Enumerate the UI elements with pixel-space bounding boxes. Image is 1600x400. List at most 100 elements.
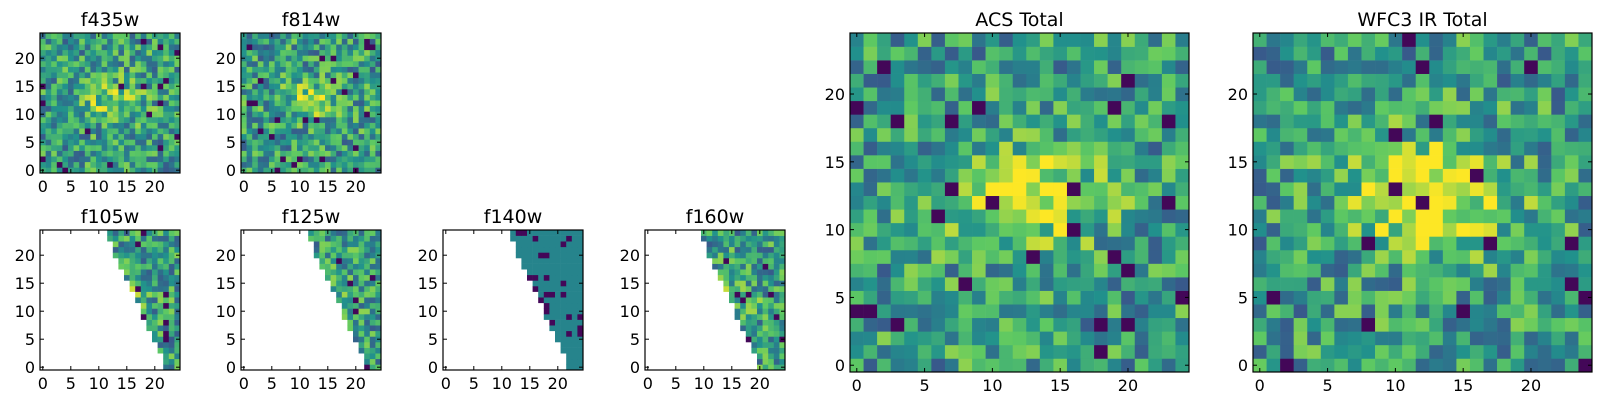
heatmap-cell xyxy=(904,195,919,210)
heatmap-cell xyxy=(734,246,741,253)
heatmap-cell xyxy=(163,263,170,270)
heatmap-cell xyxy=(118,258,125,264)
heatmap-cell xyxy=(1510,33,1525,47)
heatmap-cell xyxy=(347,33,354,39)
heatmap-cell xyxy=(174,89,181,95)
heatmap-cell xyxy=(958,209,973,224)
heatmap-cell xyxy=(1012,277,1027,291)
heatmap-cell xyxy=(734,286,741,292)
heatmap-cell xyxy=(129,246,136,253)
heatmap-cell xyxy=(152,117,158,123)
heatmap-cell xyxy=(325,252,331,259)
x-tick-label: 15 xyxy=(117,177,137,196)
heatmap-cell xyxy=(1253,46,1267,61)
heatmap-cell xyxy=(527,258,533,264)
heatmap-cell xyxy=(745,291,752,298)
heatmap-cell xyxy=(330,230,337,236)
heatmap-cell xyxy=(174,72,181,79)
heatmap-cell xyxy=(706,252,713,259)
heatmap-cell xyxy=(985,195,1000,210)
heatmap-cell xyxy=(163,319,170,326)
heatmap-cell xyxy=(375,241,382,248)
heatmap-cell xyxy=(566,258,573,264)
heatmap-cell xyxy=(246,122,253,129)
heatmap-cell xyxy=(1510,304,1525,319)
heatmap-cell xyxy=(1537,100,1552,115)
heatmap-cell xyxy=(375,297,382,304)
heatmap-cell xyxy=(566,297,573,304)
heatmap-cell xyxy=(543,291,550,298)
heatmap-cell xyxy=(863,222,878,237)
heatmap-cell xyxy=(1361,73,1376,88)
heatmap-cell xyxy=(850,168,864,183)
heatmap-cell xyxy=(375,44,382,51)
heatmap-cell xyxy=(62,156,69,163)
heatmap-cell xyxy=(1334,127,1349,142)
heatmap-cell xyxy=(112,49,119,56)
heatmap-cell xyxy=(152,139,158,146)
heatmap-cell xyxy=(263,139,270,146)
heatmap-cell xyxy=(1161,331,1176,346)
heatmap-cell xyxy=(375,353,382,360)
heatmap-cell xyxy=(140,66,147,73)
heatmap-cell xyxy=(549,241,556,248)
heatmap-cell xyxy=(124,269,130,276)
heatmap-cell xyxy=(850,195,864,210)
heatmap-cell xyxy=(571,230,578,236)
heatmap-cell xyxy=(291,38,298,45)
heatmap-cell xyxy=(734,308,741,315)
heatmap-cell xyxy=(751,246,758,253)
heatmap-cell xyxy=(146,156,153,163)
heatmap-cell xyxy=(1094,114,1108,129)
heatmap-cell xyxy=(527,274,533,281)
heatmap-cell xyxy=(174,145,181,151)
heatmap-cell xyxy=(241,117,247,123)
heatmap-cell xyxy=(157,230,164,236)
heatmap-cell xyxy=(163,274,170,281)
heatmap-cell xyxy=(291,128,298,135)
heatmap-cell xyxy=(135,55,142,62)
heatmap-cell xyxy=(1456,87,1471,102)
heatmap-cell xyxy=(90,66,97,73)
heatmap-cell xyxy=(1510,168,1525,183)
heatmap-cell xyxy=(1293,236,1308,251)
y-tick-label: 10 xyxy=(418,302,438,321)
heatmap-cell xyxy=(566,336,573,343)
heatmap-cell xyxy=(330,167,337,174)
heatmap-cell xyxy=(773,358,780,365)
heatmap-cell xyxy=(163,133,170,140)
heatmap-cell xyxy=(369,269,376,276)
heatmap-cell xyxy=(40,44,46,51)
heatmap-cell xyxy=(877,209,891,224)
heatmap-cell xyxy=(768,246,775,253)
heatmap-cell xyxy=(140,44,147,51)
heatmap-cell xyxy=(571,274,578,281)
heatmap-cell xyxy=(863,236,878,251)
heatmap-cell xyxy=(1134,73,1149,88)
heatmap-cell xyxy=(1497,331,1511,346)
heatmap-cell xyxy=(353,314,359,320)
heatmap-cell xyxy=(135,122,142,129)
heatmap-cell xyxy=(740,302,747,309)
heatmap-cell xyxy=(152,145,158,151)
heatmap-cell xyxy=(96,139,102,146)
heatmap-cell xyxy=(1429,155,1444,169)
heatmap-cell xyxy=(168,358,175,365)
heatmap-cell xyxy=(269,38,275,45)
heatmap-cell xyxy=(68,49,74,56)
heatmap-cell xyxy=(308,133,315,140)
heatmap-cell xyxy=(157,72,164,79)
heatmap-cell xyxy=(353,161,359,168)
heatmap-cell xyxy=(375,33,382,39)
heatmap-cell xyxy=(917,249,932,264)
heatmap-cell xyxy=(1551,182,1566,197)
heatmap-cell xyxy=(246,105,253,112)
heatmap-cell xyxy=(369,319,376,326)
heatmap-cell xyxy=(68,38,74,45)
heatmap-cell xyxy=(1551,114,1566,129)
x-tick-label: 0 xyxy=(852,376,862,395)
heatmap-cell xyxy=(68,100,74,107)
heatmap-cell xyxy=(1293,290,1308,305)
heatmap-cell xyxy=(1307,277,1322,291)
heatmap-cell xyxy=(353,308,359,315)
